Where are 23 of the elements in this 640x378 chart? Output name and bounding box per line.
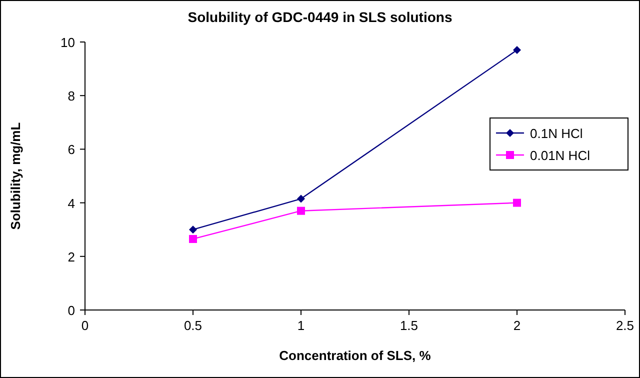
x-tick-label: 1 (297, 318, 305, 333)
legend-label: 0.01N HCl (530, 148, 590, 163)
point (513, 198, 521, 207)
y-tick-label: 0 (68, 303, 75, 318)
x-tick-label: 2.5 (616, 318, 634, 333)
x-axis-title: Concentration of SLS, % (279, 348, 432, 363)
point (189, 226, 197, 234)
point (513, 46, 521, 54)
x-tick-label: 2 (513, 318, 521, 333)
point (297, 206, 305, 215)
x-tick-label: 0 (81, 318, 89, 333)
y-axis-title: Solubility, mg/mL (8, 122, 23, 230)
y-tick-label: 8 (68, 88, 75, 104)
legend-label: 0.1N HCl (530, 126, 583, 141)
y-tick-label: 10 (60, 35, 75, 50)
x-tick-label: 0.5 (184, 318, 202, 333)
x-tick-label: 1.5 (400, 318, 418, 333)
y-tick-label: 2 (68, 249, 75, 264)
point (189, 234, 197, 243)
point (297, 194, 305, 203)
y-tick-label: 6 (68, 142, 75, 158)
chart-title: Solubility of GDC-0449 in SLS solutions (188, 9, 452, 25)
y-tick-label: 4 (68, 196, 75, 211)
